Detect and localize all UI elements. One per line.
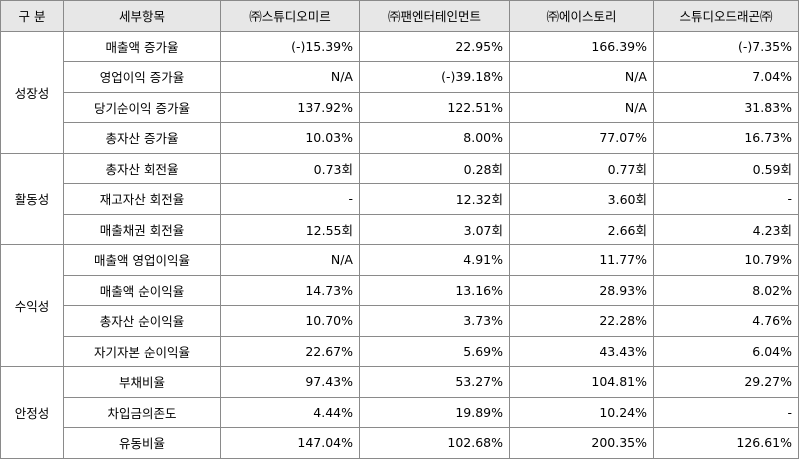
value-cell: 4.23회 [653,213,799,245]
table-row: 자기자본 순이익율 22.67% 5.69% 43.43% 6.04% [1,335,799,367]
value-cell: 4.44% [220,396,360,428]
header-company: 스튜디오드래곤㈜ [653,0,799,32]
value-cell: 22.28% [509,305,654,337]
table-row: 안정성 부채비율 97.43% 53.27% 104.81% 29.27% [0,366,799,459]
value-cell: 53.27% [359,366,510,398]
value-cell: 4.76% [653,305,799,337]
item-cell: 총자산 회전율 [63,152,221,184]
value-cell: 7.04% [653,61,799,93]
header-company: ㈜에이스토리 [509,0,654,32]
value-cell: 14.73% [220,274,360,306]
table-row: 차입금의존도 4.44% 19.89% 10.24% - [1,396,799,428]
category-cell: 성장성 [0,30,64,154]
value-cell: 3.07회 [359,213,510,245]
header-category: 구 분 [0,0,64,32]
table-row: 매출액 순이익율 14.73% 13.16% 28.93% 8.02% [1,274,799,306]
value-cell: (-)15.39% [220,30,360,62]
value-cell: N/A [220,244,360,276]
value-cell: 10.24% [509,396,654,428]
value-cell: 29.27% [653,366,799,398]
item-cell: 자기자본 순이익율 [63,335,221,367]
value-cell: 19.89% [359,396,510,428]
header-item: 세부항목 [63,0,221,32]
value-cell: 22.95% [359,30,510,62]
value-cell: 3.60회 [509,183,654,215]
table-row: 성장성 매출액 증가율 (-)15.39% 22.95% 166.39% (-)… [0,30,799,154]
item-cell: 차입금의존도 [63,396,221,428]
item-cell: 매출액 순이익율 [63,274,221,306]
table-row: 재고자산 회전율 - 12.32회 3.60회 - [1,183,799,215]
item-cell: 매출채권 회전율 [63,213,221,245]
item-cell: 영업이익 증가율 [63,61,221,93]
table-row: 당기순이익 증가율 137.92% 122.51% N/A 31.83% [1,91,799,123]
table-row: 활동성 총자산 회전율 0.73회 0.28회 0.77회 0.59회 [0,152,799,245]
table-row: 영업이익 증가율 N/A (-)39.18% N/A 7.04% [1,61,799,93]
value-cell: 97.43% [220,366,360,398]
value-cell: 11.77% [509,244,654,276]
value-cell: N/A [220,61,360,93]
item-cell: 유동비율 [63,427,221,459]
value-cell: 122.51% [359,91,510,123]
value-cell: 0.77회 [509,152,654,184]
value-cell: 10.79% [653,244,799,276]
header-company: ㈜스튜디오미르 [220,0,360,32]
value-cell: 12.32회 [359,183,510,215]
table-row: 총자산 순이익율 10.70% 3.73% 22.28% 4.76% [1,305,799,337]
value-cell: N/A [509,91,654,123]
value-cell: (-)7.35% [653,30,799,62]
value-cell: 43.43% [509,335,654,367]
item-cell: 부채비율 [63,366,221,398]
table-row: 수익성 매출액 영업이익율 N/A 4.91% 11.77% 10.79% [0,244,799,367]
value-cell: 8.00% [359,122,510,154]
value-cell: 16.73% [653,122,799,154]
value-cell: (-)39.18% [359,61,510,93]
value-cell: 0.59회 [653,152,799,184]
value-cell: 104.81% [509,366,654,398]
value-cell: 10.70% [220,305,360,337]
value-cell: N/A [509,61,654,93]
value-cell: 4.91% [359,244,510,276]
value-cell: 200.35% [509,427,654,459]
value-cell: 10.03% [220,122,360,154]
value-cell: 28.93% [509,274,654,306]
value-cell: 147.04% [220,427,360,459]
item-cell: 매출액 증가율 [63,30,221,62]
table-row: 유동비율 147.04% 102.68% 200.35% 126.61% [1,427,799,459]
item-cell: 총자산 증가율 [63,122,221,154]
table-row: 매출채권 회전율 12.55회 3.07회 2.66회 4.23회 [1,213,799,245]
header-company: ㈜팬엔터테인먼트 [359,0,510,32]
value-cell: 102.68% [359,427,510,459]
item-cell: 재고자산 회전율 [63,183,221,215]
value-cell: 12.55회 [220,213,360,245]
value-cell: 0.28회 [359,152,510,184]
value-cell: 5.69% [359,335,510,367]
value-cell: 6.04% [653,335,799,367]
value-cell: 166.39% [509,30,654,62]
value-cell: 8.02% [653,274,799,306]
value-cell: 126.61% [653,427,799,459]
value-cell: 31.83% [653,91,799,123]
value-cell: 0.73회 [220,152,360,184]
value-cell: 137.92% [220,91,360,123]
value-cell: - [220,183,360,215]
header-row: 구 분 세부항목 ㈜스튜디오미르 ㈜팬엔터테인먼트 ㈜에이스토리 스튜디오드래곤… [0,0,799,32]
value-cell: 2.66회 [509,213,654,245]
value-cell: 77.07% [509,122,654,154]
category-cell: 수익성 [0,244,64,367]
value-cell: 13.16% [359,274,510,306]
item-cell: 매출액 영업이익율 [63,244,221,276]
value-cell: 3.73% [359,305,510,337]
item-cell: 총자산 순이익율 [63,305,221,337]
item-cell: 당기순이익 증가율 [63,91,221,123]
value-cell: 22.67% [220,335,360,367]
category-cell: 활동성 [0,152,64,245]
value-cell: - [653,183,799,215]
table-row: 총자산 증가율 10.03% 8.00% 77.07% 16.73% [1,122,799,154]
category-cell: 안정성 [0,366,64,459]
value-cell: - [653,396,799,428]
